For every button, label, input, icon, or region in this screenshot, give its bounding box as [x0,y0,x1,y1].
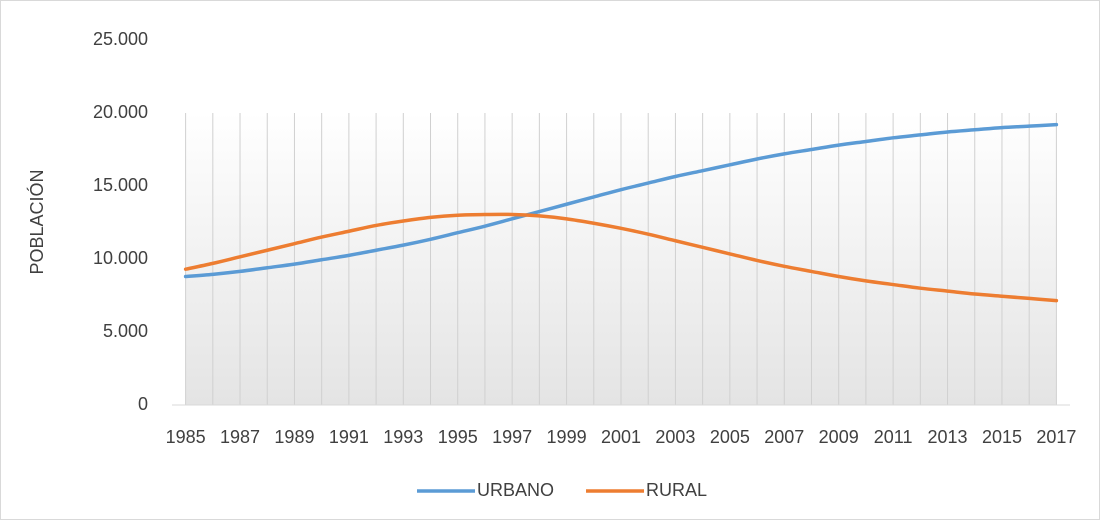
legend-label: URBANO [477,480,554,500]
x-tick-label: 2017 [1036,427,1076,447]
x-tick-label: 1993 [383,427,423,447]
y-axis-label: POBLACIÓN [26,169,47,274]
line-series [183,122,1059,279]
y-tick-label: 20.000 [93,102,148,122]
x-tick-label: 1985 [166,427,206,447]
x-tick-label: 2007 [764,427,804,447]
legend-label: RURAL [646,480,707,500]
y-tick-label: 25.000 [93,29,148,49]
x-tick-label: 1991 [329,427,369,447]
x-tick-label: 2001 [601,427,641,447]
x-tick-label: 1997 [492,427,532,447]
x-tick-label: 2015 [982,427,1022,447]
x-tick-label: 2011 [874,427,913,447]
x-tick-label: 2009 [819,427,859,447]
x-tick-label: 1995 [438,427,478,447]
x-tick-label: 1987 [220,427,260,447]
y-tick-label: 5.000 [103,321,148,341]
x-tick-label: 2005 [710,427,750,447]
line-series [183,212,1059,303]
y-tick-label: 15.000 [93,175,148,195]
y-tick-label: 0 [138,394,148,414]
x-tick-label: 1989 [274,427,314,447]
x-tick-label: 2003 [655,427,695,447]
y-tick-label: 10.000 [93,248,148,268]
x-tick-label: 1999 [547,427,587,447]
x-tick-label: 2013 [928,427,968,447]
